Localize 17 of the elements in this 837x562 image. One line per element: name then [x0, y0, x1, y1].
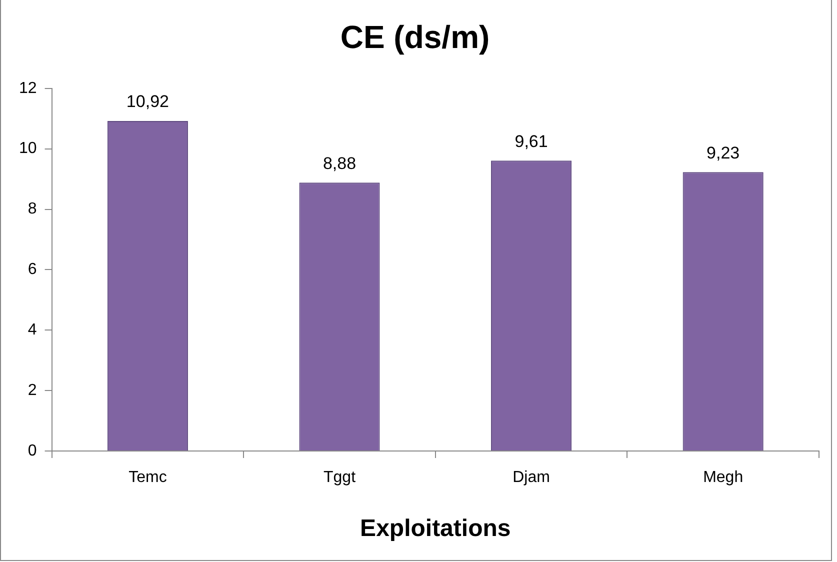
- x-tick-label: Djam: [512, 469, 550, 486]
- y-tick-label: 4: [28, 322, 37, 339]
- data-label: 10,92: [126, 92, 169, 112]
- data-label: 9,23: [706, 143, 740, 162]
- y-tick-label: 10: [19, 140, 37, 158]
- y-tick-label: 2: [28, 382, 37, 399]
- y-tick-label: 8: [28, 200, 37, 218]
- x-axis-title: Exploitations: [360, 515, 511, 542]
- y-tick-label: 0: [28, 442, 37, 460]
- x-tick-label: Megh: [703, 469, 744, 486]
- y-tick-label: 12: [19, 80, 37, 97]
- x-tick-label: Tggt: [323, 469, 356, 486]
- x-tick-label: Temc: [128, 469, 167, 486]
- chart-title: CE (ds/m): [340, 19, 490, 56]
- y-tick-label: 6: [28, 261, 37, 278]
- data-label: 8,88: [322, 154, 356, 173]
- data-label: 9,61: [514, 132, 548, 151]
